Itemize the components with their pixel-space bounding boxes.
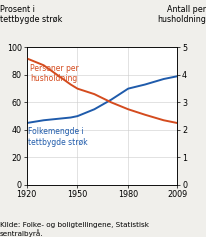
- Text: Antall per
husholdning: Antall per husholdning: [157, 5, 206, 24]
- Text: Folkemengde i
tettbygde strøk: Folkemengde i tettbygde strøk: [28, 127, 88, 146]
- Text: Kilde: Folke- og boligtellingene, Statistisk
sentralbyrå.: Kilde: Folke- og boligtellingene, Statis…: [0, 222, 149, 237]
- Text: Personer per
husholdning: Personer per husholdning: [30, 64, 79, 83]
- Text: Prosent i
tettbygde strøk: Prosent i tettbygde strøk: [0, 5, 62, 24]
